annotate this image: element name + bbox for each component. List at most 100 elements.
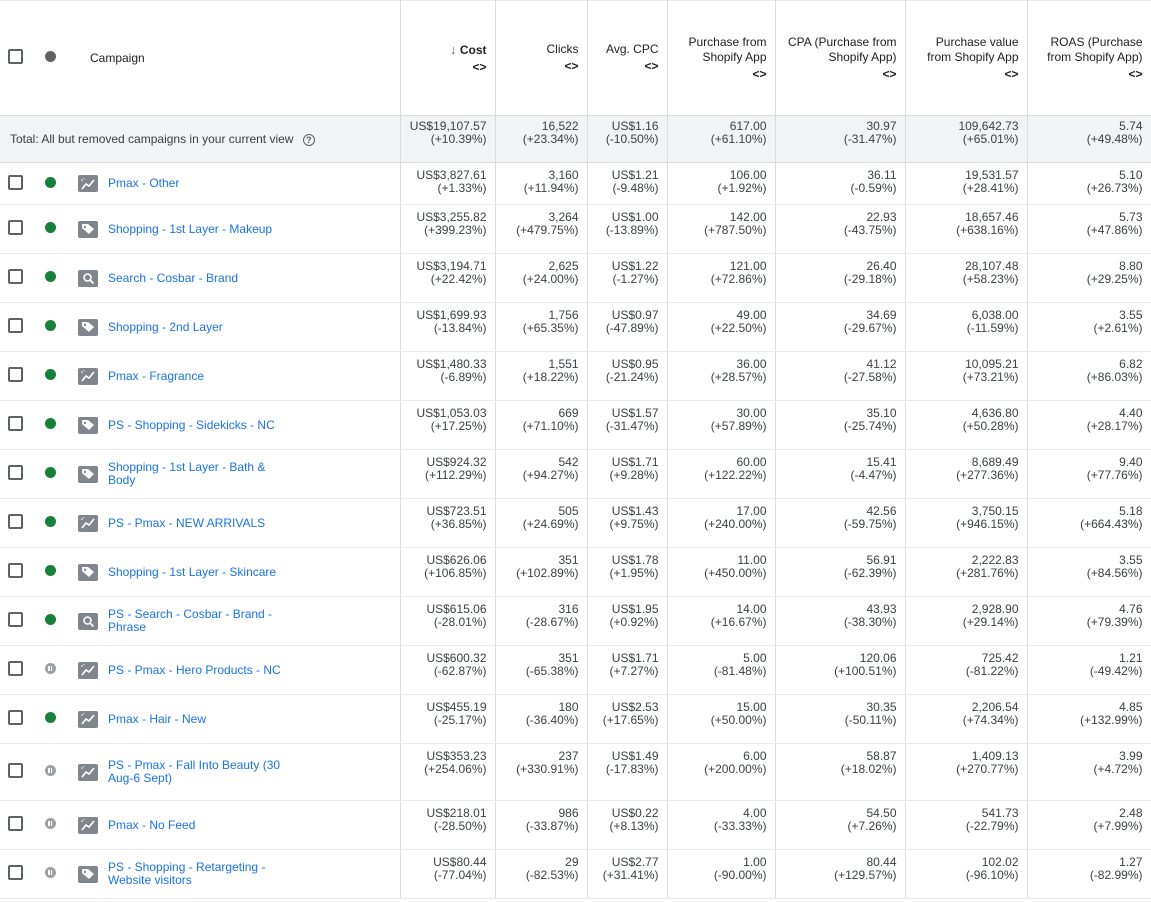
enabled-status-icon[interactable] bbox=[44, 565, 56, 576]
avg-cpc-cell: US$1.22 (-1.27%) bbox=[587, 253, 668, 303]
campaign-link[interactable]: PS - Pmax - Fall Into Beauty (30 Aug-6 S… bbox=[108, 758, 281, 785]
row-checkbox[interactable] bbox=[7, 710, 23, 725]
table-row[interactable]: Shopping - 2nd Layer US$1,699.93 (-13.84%)… bbox=[0, 302, 1151, 352]
table-row[interactable]: PS - Search - Cosbar - Brand - Phrase US$… bbox=[0, 596, 1151, 646]
cpa-cell: 26.40 (-29.18%) bbox=[775, 253, 906, 303]
performance-max-icon bbox=[78, 514, 98, 532]
campaign-link[interactable]: PS - Pmax - Hero Products - NC bbox=[108, 662, 281, 677]
row-checkbox[interactable] bbox=[7, 816, 23, 831]
campaign-header[interactable]: Campaign bbox=[70, 0, 401, 116]
row-checkbox[interactable] bbox=[7, 514, 23, 529]
row-select-cell bbox=[0, 694, 30, 744]
table-row[interactable]: PS - Shopping - Sidekicks - NC US$1,053.0… bbox=[0, 400, 1151, 450]
row-checkbox[interactable] bbox=[7, 367, 23, 382]
campaign-link[interactable]: PS - Pmax - NEW ARRIVALS bbox=[108, 515, 266, 530]
row-checkbox[interactable] bbox=[7, 865, 23, 880]
table-row[interactable]: Pmax - Hair - New US$455.19 (-25.17%) 180 (-… bbox=[0, 694, 1151, 744]
purchase-value-header[interactable]: Purchase value from Shopify App <> bbox=[905, 0, 1028, 116]
cpa-cell: 80.44 (+129.57%) bbox=[775, 849, 906, 899]
row-select-cell bbox=[0, 162, 30, 205]
shopping-tag-icon bbox=[78, 318, 98, 336]
sort-toggle-icon[interactable]: <> bbox=[472, 59, 487, 74]
enabled-status-icon[interactable] bbox=[44, 222, 56, 233]
campaign-link[interactable]: Pmax - Hair - New bbox=[108, 711, 207, 726]
paused-status-icon[interactable] bbox=[44, 765, 56, 776]
select-all-checkbox[interactable] bbox=[7, 49, 23, 64]
campaign-link[interactable]: Pmax - Other bbox=[108, 176, 180, 190]
enabled-status-icon[interactable] bbox=[44, 320, 56, 331]
row-checkbox[interactable] bbox=[7, 269, 23, 284]
row-checkbox[interactable] bbox=[7, 563, 23, 578]
campaign-link[interactable]: Shopping - 1st Layer - Bath & Body bbox=[108, 460, 266, 487]
sort-toggle-icon[interactable]: <> bbox=[1004, 66, 1019, 81]
paused-status-icon[interactable] bbox=[44, 663, 56, 674]
roas-header[interactable]: ROAS (Purchase from Shopify App) <> bbox=[1027, 0, 1151, 116]
sort-toggle-icon[interactable]: <> bbox=[1128, 66, 1143, 81]
campaign-link[interactable]: Pmax - No Feed bbox=[108, 817, 196, 832]
campaign-link[interactable]: Shopping - 2nd Layer bbox=[108, 319, 223, 334]
purchase-header[interactable]: Purchase from Shopify App <> bbox=[667, 0, 776, 116]
enabled-status-icon[interactable] bbox=[44, 369, 56, 380]
campaign-cell: PS - Pmax - Hero Products - NC bbox=[70, 645, 401, 695]
table-row[interactable]: PS - Pmax - NEW ARRIVALS US$723.51 (+36.85… bbox=[0, 498, 1151, 548]
enabled-status-icon[interactable] bbox=[44, 271, 56, 282]
clicks-header[interactable]: Clicks <> bbox=[495, 0, 588, 116]
table-row[interactable]: Search - Cosbar - Brand US$3,194.71 (+22.4… bbox=[0, 253, 1151, 303]
row-checkbox[interactable] bbox=[7, 465, 23, 480]
campaign-link[interactable]: PS - Search - Cosbar - Brand - Phrase bbox=[108, 607, 273, 634]
cost-cell: US$626.06 (+106.85%) bbox=[400, 547, 496, 597]
table-row[interactable]: PS - Pmax - Hero Products - NC US$600.32(… bbox=[0, 645, 1151, 695]
paused-status-icon[interactable] bbox=[44, 867, 56, 878]
cost-cell: US$353.23 (+254.06%) bbox=[400, 743, 496, 801]
help-icon[interactable]: ? bbox=[302, 133, 315, 146]
campaign-link[interactable]: PS - Shopping - Sidekicks - NC bbox=[108, 417, 275, 432]
sort-toggle-icon[interactable]: <> bbox=[564, 59, 579, 73]
table-row[interactable]: Pmax - No Feed US$218.01 (-28.50%) 986 (-33.… bbox=[0, 800, 1151, 850]
sort-toggle-icon[interactable]: <> bbox=[752, 66, 767, 81]
table-row[interactable]: Pmax - Other US$3,827.61 (+1.33%) 3,160 (+11… bbox=[0, 162, 1151, 205]
enabled-status-icon[interactable] bbox=[44, 516, 56, 527]
cost-header-label: Cost bbox=[459, 42, 487, 57]
campaign-cell: PS - Pmax - Fall Into Beauty (30 Aug-6 S… bbox=[70, 743, 401, 801]
campaign-link[interactable]: PS - Shopping - Retargeting - Website vi… bbox=[108, 860, 266, 887]
row-checkbox[interactable] bbox=[7, 763, 23, 778]
clicks-cell: 669 (+71.10%) bbox=[495, 400, 588, 450]
cost-header[interactable]: ↓ Cost <> bbox=[400, 0, 496, 116]
enabled-status-icon[interactable] bbox=[44, 418, 56, 429]
row-checkbox[interactable] bbox=[7, 174, 23, 190]
row-checkbox[interactable] bbox=[7, 612, 23, 627]
purchase-value-cell: 2,222.83 (+281.76%) bbox=[905, 547, 1028, 597]
avg-cpc-header[interactable]: Avg. CPC <> bbox=[587, 0, 668, 116]
table-row[interactable]: Pmax - Fragrance US$1,480.33 (-6.89%) 1,551… bbox=[0, 351, 1151, 401]
cpa-header[interactable]: CPA (Purchase from Shopify App) <> bbox=[775, 0, 906, 116]
sort-toggle-icon[interactable]: <> bbox=[882, 66, 897, 81]
campaign-cell: Shopping - 1st Layer - Skincare bbox=[70, 547, 401, 597]
clicks-cell: 505 (+24.69%) bbox=[495, 498, 588, 548]
table-row[interactable]: Shopping - 1st Layer - Makeup US$3,255.82… bbox=[0, 204, 1151, 254]
purchase-value-header-label: Purchase value from Shopify App bbox=[927, 34, 1019, 64]
sort-toggle-icon[interactable]: <> bbox=[644, 59, 659, 73]
row-checkbox[interactable] bbox=[7, 318, 23, 333]
enabled-status-icon[interactable] bbox=[44, 467, 56, 478]
select-all-cell bbox=[0, 0, 30, 116]
row-checkbox[interactable] bbox=[7, 416, 23, 431]
paused-status-icon[interactable] bbox=[44, 818, 56, 829]
row-checkbox[interactable] bbox=[7, 220, 23, 235]
enabled-status-icon[interactable] bbox=[44, 614, 56, 625]
campaign-link[interactable]: Search - Cosbar - Brand bbox=[108, 270, 239, 285]
campaign-link[interactable]: Shopping - 1st Layer - Makeup bbox=[108, 221, 273, 236]
table-row[interactable]: PS - Pmax - Fall Into Beauty (30 Aug-6 S… bbox=[0, 743, 1151, 801]
purchase-cell: 49.00 (+22.50%) bbox=[667, 302, 776, 352]
purchase-value-cell: 6,038.00 (-11.59%) bbox=[905, 302, 1028, 352]
campaign-link[interactable]: Shopping - 1st Layer - Skincare bbox=[108, 564, 277, 579]
table-row[interactable]: Shopping - 1st Layer - Bath & Body US$924… bbox=[0, 449, 1151, 499]
table-row[interactable]: PS - Shopping - Retargeting - Website vi… bbox=[0, 849, 1151, 899]
row-status-cell bbox=[30, 596, 70, 646]
cost-cell: US$3,255.82 (+399.23%) bbox=[400, 204, 496, 254]
enabled-status-icon[interactable] bbox=[44, 176, 56, 188]
enabled-status-icon[interactable] bbox=[44, 712, 56, 723]
table-row[interactable]: Shopping - 1st Layer - Skincare US$626.06… bbox=[0, 547, 1151, 597]
row-checkbox[interactable] bbox=[7, 661, 23, 676]
campaign-link[interactable]: Pmax - Fragrance bbox=[108, 368, 205, 383]
status-header-icon[interactable] bbox=[44, 51, 56, 62]
